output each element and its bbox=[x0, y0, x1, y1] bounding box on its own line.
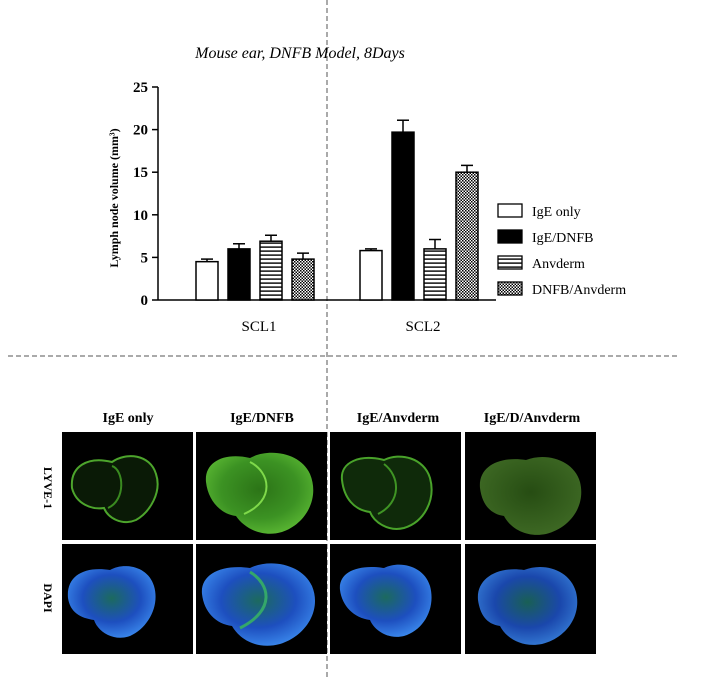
legend-swatch bbox=[497, 255, 523, 270]
y-axis-label: Lymph node volume (mm³) bbox=[107, 128, 121, 267]
column-header-4: IgE/D/Anvderm bbox=[484, 411, 581, 426]
row-label-dapi: DAPI bbox=[41, 583, 55, 613]
bar bbox=[423, 248, 447, 301]
micrograph-grid: IgE only IgE/DNFB IgE/Anvderm IgE/D/Anvd… bbox=[41, 411, 596, 654]
micrograph-lyve1-ige-d-anvderm bbox=[465, 432, 596, 540]
legend-label: IgE/DNFB bbox=[532, 231, 593, 246]
micrograph-dapi-ige-dnfb bbox=[196, 544, 327, 654]
row-label-lyve1: LYVE-1 bbox=[41, 467, 55, 509]
y-tick-label: 15 bbox=[133, 165, 148, 181]
micrograph-lyve1-ige-dnfb bbox=[196, 432, 327, 540]
bar-chart: 0 5 10 15 20 25 SCL1 SCL2 bbox=[133, 80, 496, 335]
micrograph-dapi-ige-anvderm bbox=[330, 544, 461, 654]
legend-swatch bbox=[497, 281, 523, 296]
legend-label: DNFB/Anvderm bbox=[532, 283, 626, 298]
legend-label: IgE only bbox=[532, 205, 581, 220]
bar bbox=[359, 249, 383, 301]
y-tick-label: 20 bbox=[133, 123, 148, 139]
y-tick-label: 5 bbox=[141, 250, 149, 266]
bar bbox=[391, 131, 415, 301]
bar bbox=[259, 240, 283, 301]
y-tick-label: 0 bbox=[141, 293, 149, 309]
y-tick-label: 10 bbox=[133, 208, 148, 224]
chart-title: Mouse ear, DNFB Model, 8Days bbox=[194, 45, 405, 62]
bar bbox=[291, 258, 315, 301]
micrograph-lyve1-ige-only bbox=[62, 432, 193, 540]
column-header-2: IgE/DNFB bbox=[230, 411, 294, 426]
legend-swatch bbox=[497, 203, 523, 218]
legend-label: Anvderm bbox=[532, 257, 585, 272]
column-header-3: IgE/Anvderm bbox=[357, 411, 440, 426]
bar bbox=[227, 248, 251, 301]
micrograph-lyve1-ige-anvderm bbox=[330, 432, 461, 540]
legend-swatch bbox=[497, 229, 523, 244]
y-tick-label: 25 bbox=[133, 80, 148, 96]
chart-legend: IgE only IgE/DNFB Anvderm DNFB/Anvderm bbox=[497, 203, 626, 298]
x-category-label: SCL1 bbox=[241, 319, 276, 335]
column-header-1: IgE only bbox=[103, 411, 154, 426]
micrograph-dapi-ige-only bbox=[62, 544, 193, 654]
bar bbox=[455, 171, 479, 301]
micrograph-dapi-ige-d-anvderm bbox=[465, 544, 596, 654]
x-category-label: SCL2 bbox=[405, 319, 440, 335]
bar bbox=[195, 260, 219, 301]
